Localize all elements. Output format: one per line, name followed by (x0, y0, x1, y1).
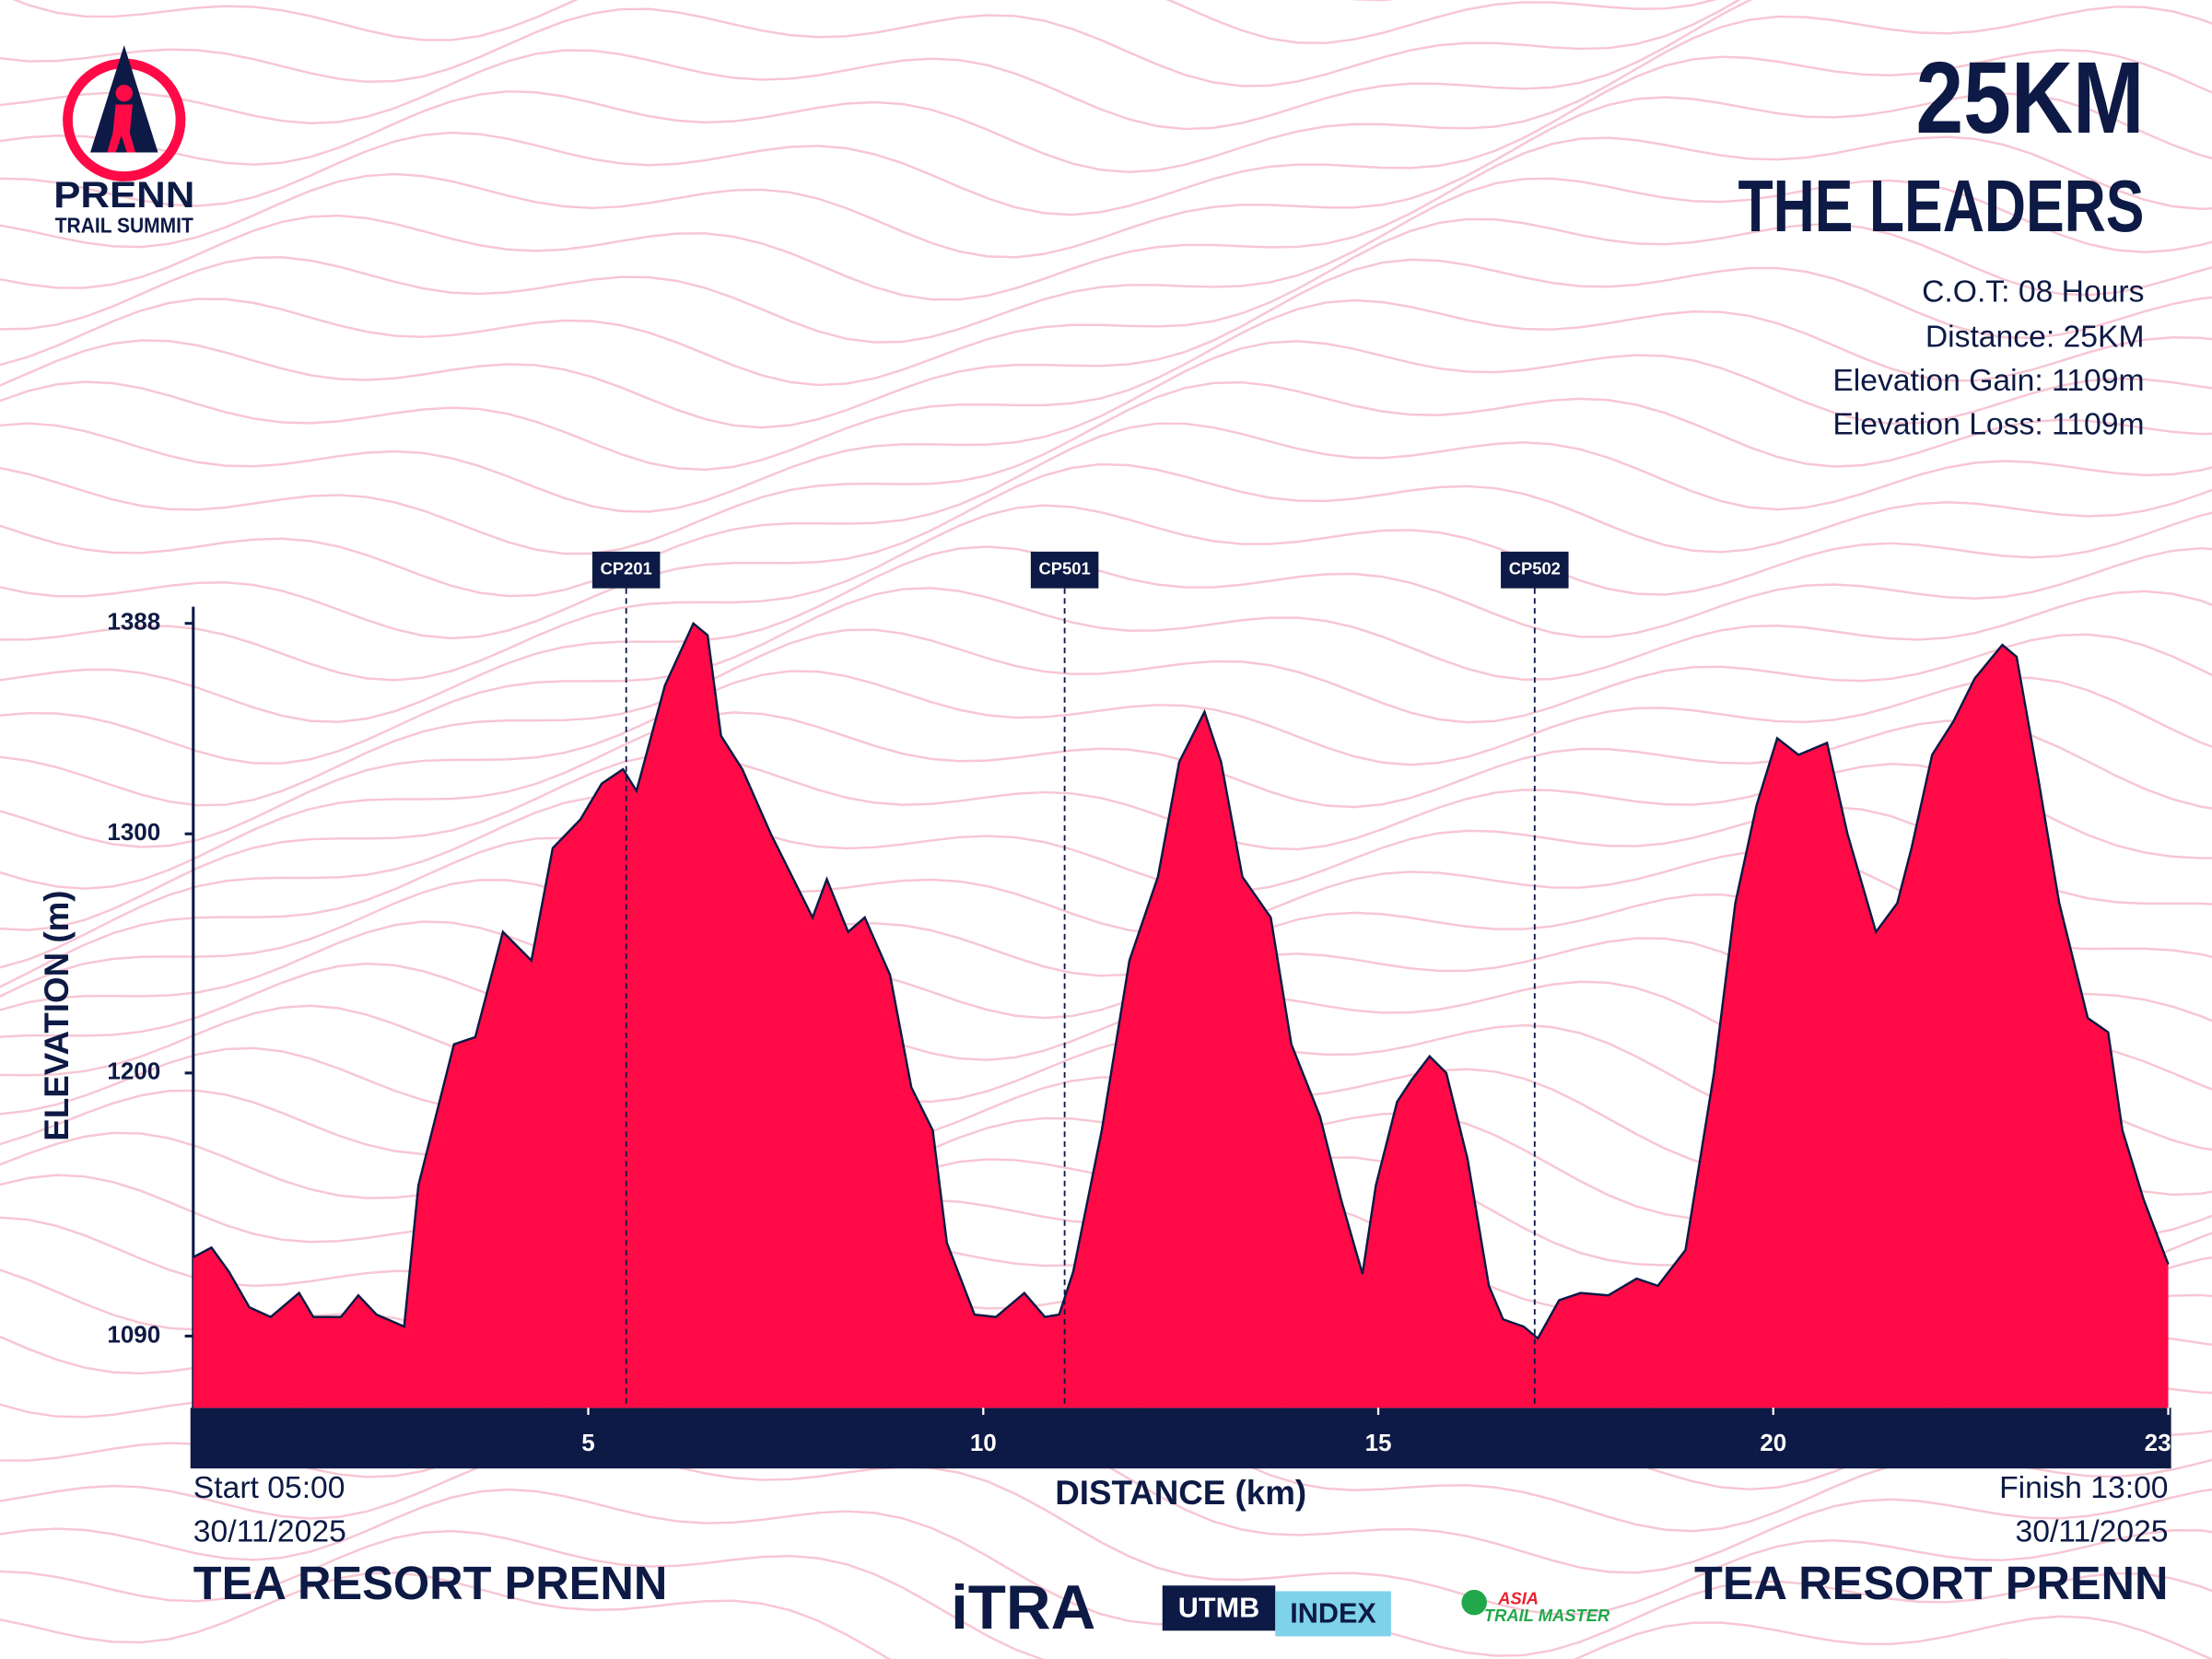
logo-runner (115, 85, 133, 102)
utmb-logo: UTMB (1178, 1592, 1259, 1623)
topo-line (0, 135, 2212, 301)
checkpoint-label: CP201 (601, 559, 652, 578)
topo-line (0, 6, 2212, 174)
topo-line (0, 422, 2212, 598)
checkpoint-label: CP501 (1039, 559, 1091, 578)
x-axis-title: DISTANCE (km) (1055, 1474, 1306, 1512)
topo-line (0, 1446, 2212, 1616)
distance-title: 25KM (1915, 41, 2144, 155)
topo-line (0, 49, 2212, 216)
topo-line (0, 1529, 2212, 1659)
topo-line (0, 794, 2212, 969)
topo-line (0, 0, 1753, 131)
topo-line (12, 0, 1717, 44)
itra-logo: iTRA (951, 1573, 1095, 1642)
logo-runner-body (107, 104, 135, 153)
trail-master-logo: TRAIL MASTER (1484, 1606, 1610, 1625)
x-tick-label: 23 (2145, 1429, 2171, 1456)
topo-line (0, 177, 2212, 344)
checkpoint-label: CP502 (1509, 559, 1561, 578)
x-tick-label: 15 (1365, 1429, 1392, 1456)
topo-line (0, 1488, 2212, 1657)
asia-runner (1461, 1589, 1487, 1616)
index-box (1275, 1591, 1391, 1637)
topo-line (0, 1571, 2010, 1659)
topo-line (0, 217, 2212, 387)
info-line: Elevation Gain: 1109m (1832, 364, 2144, 398)
finish-place: TEA RESORT PRENN (1694, 1557, 2169, 1609)
finish-time: Finish 13:00 (1999, 1471, 2168, 1505)
logo-tagline: TRAIL SUMMIT (55, 214, 193, 238)
chart: ELEVATION (m) DISTANCE (km) 1090 1200 1300… (38, 551, 2171, 1512)
checkpoint-box (591, 551, 661, 589)
info-line: Distance: 25KM (1925, 321, 2145, 355)
info-line: C.O.T: 08 Hours (1922, 275, 2144, 310)
x-tick-label: 10 (970, 1429, 997, 1456)
y-tick-label: 1300 (107, 818, 160, 846)
topo-line (0, 0, 1741, 88)
start-time: Start 05:00 (193, 1471, 345, 1505)
checkpoint-box (1501, 551, 1569, 589)
x-axis-band (190, 1408, 2171, 1469)
y-tick-label: 1200 (107, 1057, 160, 1085)
index-logo: INDEX (1290, 1598, 1376, 1630)
start-date: 30/11/2025 (193, 1514, 346, 1548)
topo-line (0, 462, 2212, 640)
topo-line (0, 340, 2212, 513)
topo-line (0, 258, 2212, 429)
topo-line (0, 298, 2212, 472)
checkpoint-box (1030, 551, 1099, 589)
elevation-line (193, 621, 2170, 1340)
start-place: TEA RESORT PRENN (193, 1557, 668, 1609)
info-line: Elevation Loss: 1109m (1832, 407, 2144, 441)
topo-line (0, 92, 2212, 259)
asia-logo: ASIA (1497, 1588, 1539, 1607)
finish-date: 30/11/2025 (2016, 1514, 2169, 1548)
utmb-box (1162, 1585, 1276, 1631)
topo-line (0, 587, 2212, 765)
topo-line (0, 504, 2212, 682)
topo-line (0, 628, 2212, 807)
x-tick-label: 5 (581, 1429, 594, 1456)
y-tick-label: 1388 (107, 608, 160, 636)
topo-line (0, 545, 2212, 723)
race-title: THE LEADERS (1738, 165, 2145, 247)
topo-line (0, 380, 2212, 555)
logo-name: PRENN (53, 175, 194, 216)
topo-line (0, 711, 2212, 890)
logo: PRENN TRAIL SUMMIT (53, 45, 194, 238)
topo-line (0, 670, 2212, 848)
x-tick-label: 20 (1760, 1429, 1786, 1456)
y-tick-label: 1090 (107, 1320, 160, 1348)
topo-line (0, 753, 2212, 931)
area-fill (193, 623, 2169, 1408)
y-axis-title: ELEVATION (m) (38, 891, 76, 1141)
